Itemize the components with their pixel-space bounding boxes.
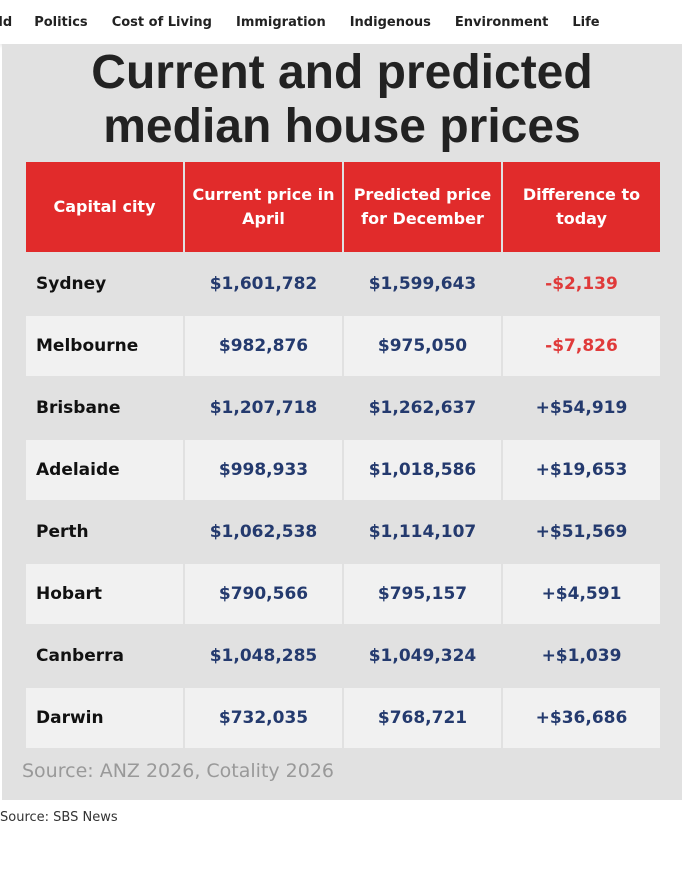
current-price-cell: $998,933 bbox=[185, 440, 342, 500]
city-cell: Sydney bbox=[36, 274, 107, 294]
difference-cell: +$51,569 bbox=[535, 522, 628, 542]
nav-item-environment[interactable]: Environment bbox=[454, 14, 549, 30]
current-price-cell: $1,207,718 bbox=[209, 398, 318, 418]
city-cell: Perth bbox=[36, 522, 89, 542]
city-cell: Brisbane bbox=[36, 398, 121, 418]
current-price-cell: $732,035 bbox=[185, 688, 342, 748]
column-header: Capital city bbox=[26, 162, 183, 252]
nav-item-politics[interactable]: Politics bbox=[34, 14, 88, 30]
current-price-cell: $1,048,285 bbox=[209, 646, 318, 666]
predicted-price-cell: $1,114,107 bbox=[368, 522, 477, 542]
column-header: Difference to today bbox=[503, 162, 660, 252]
city-cell: Melbourne bbox=[26, 316, 183, 376]
graphic-source: Source: ANZ 2026, Cotality 2026 bbox=[22, 760, 335, 782]
predicted-price-cell: $975,050 bbox=[344, 316, 501, 376]
difference-cell: +$1,039 bbox=[541, 646, 622, 666]
difference-cell: -$7,826 bbox=[503, 316, 660, 376]
table-row: Perth $1,062,538 $1,114,107 +$51,569 bbox=[26, 502, 660, 562]
table-row: Sydney $1,601,782 $1,599,643 -$2,139 bbox=[26, 254, 660, 314]
price-table: Capital city Current price in April Predic… bbox=[24, 160, 662, 750]
difference-cell: +$4,591 bbox=[503, 564, 660, 624]
predicted-price-cell: $1,049,324 bbox=[368, 646, 477, 666]
predicted-price-cell: $795,157 bbox=[344, 564, 501, 624]
predicted-price-cell: $1,262,637 bbox=[368, 398, 477, 418]
current-price-cell: $790,566 bbox=[185, 564, 342, 624]
table-row: Melbourne $982,876 $975,050 -$7,826 bbox=[26, 316, 660, 376]
nav-bar: rld Politics Cost of Living Immigration Indi… bbox=[0, 0, 682, 44]
table-row: Brisbane $1,207,718 $1,262,637 +$54,919 bbox=[26, 378, 660, 438]
city-cell: Canberra bbox=[36, 646, 124, 666]
current-price-cell: $1,601,782 bbox=[209, 274, 318, 294]
current-price-cell: $1,062,538 bbox=[209, 522, 318, 542]
difference-cell: -$2,139 bbox=[545, 274, 618, 294]
table-header-row: Capital city Current price in April Predic… bbox=[26, 162, 660, 252]
nav-item-indigenous[interactable]: Indigenous bbox=[349, 14, 431, 30]
predicted-price-cell: $1,018,586 bbox=[344, 440, 501, 500]
city-cell: Hobart bbox=[26, 564, 183, 624]
table-row: Canberra $1,048,285 $1,049,324 +$1,039 bbox=[26, 626, 660, 686]
title-line-2: median house prices bbox=[103, 100, 581, 153]
title-line-1: Current and predicted bbox=[91, 46, 593, 99]
column-header: Predicted price for December bbox=[344, 162, 501, 252]
predicted-price-cell: $768,721 bbox=[344, 688, 501, 748]
nav-item-cost-of-living[interactable]: Cost of Living bbox=[111, 14, 212, 30]
table-row: Adelaide $998,933 $1,018,586 +$19,653 bbox=[26, 440, 660, 500]
current-price-cell: $982,876 bbox=[185, 316, 342, 376]
predicted-price-cell: $1,599,643 bbox=[368, 274, 477, 294]
nav-item-life[interactable]: Life bbox=[572, 14, 600, 30]
column-header: Current price in April bbox=[185, 162, 342, 252]
city-cell: Adelaide bbox=[26, 440, 183, 500]
table-row: Darwin $732,035 $768,721 +$36,686 bbox=[26, 688, 660, 748]
difference-cell: +$54,919 bbox=[535, 398, 628, 418]
table-row: Hobart $790,566 $795,157 +$4,591 bbox=[26, 564, 660, 624]
nav-item-rld[interactable]: rld bbox=[0, 14, 13, 30]
difference-cell: +$36,686 bbox=[503, 688, 660, 748]
difference-cell: +$19,653 bbox=[503, 440, 660, 500]
image-caption: Source: SBS News bbox=[0, 810, 118, 825]
city-cell: Darwin bbox=[26, 688, 183, 748]
nav-item-immigration[interactable]: Immigration bbox=[235, 14, 326, 30]
